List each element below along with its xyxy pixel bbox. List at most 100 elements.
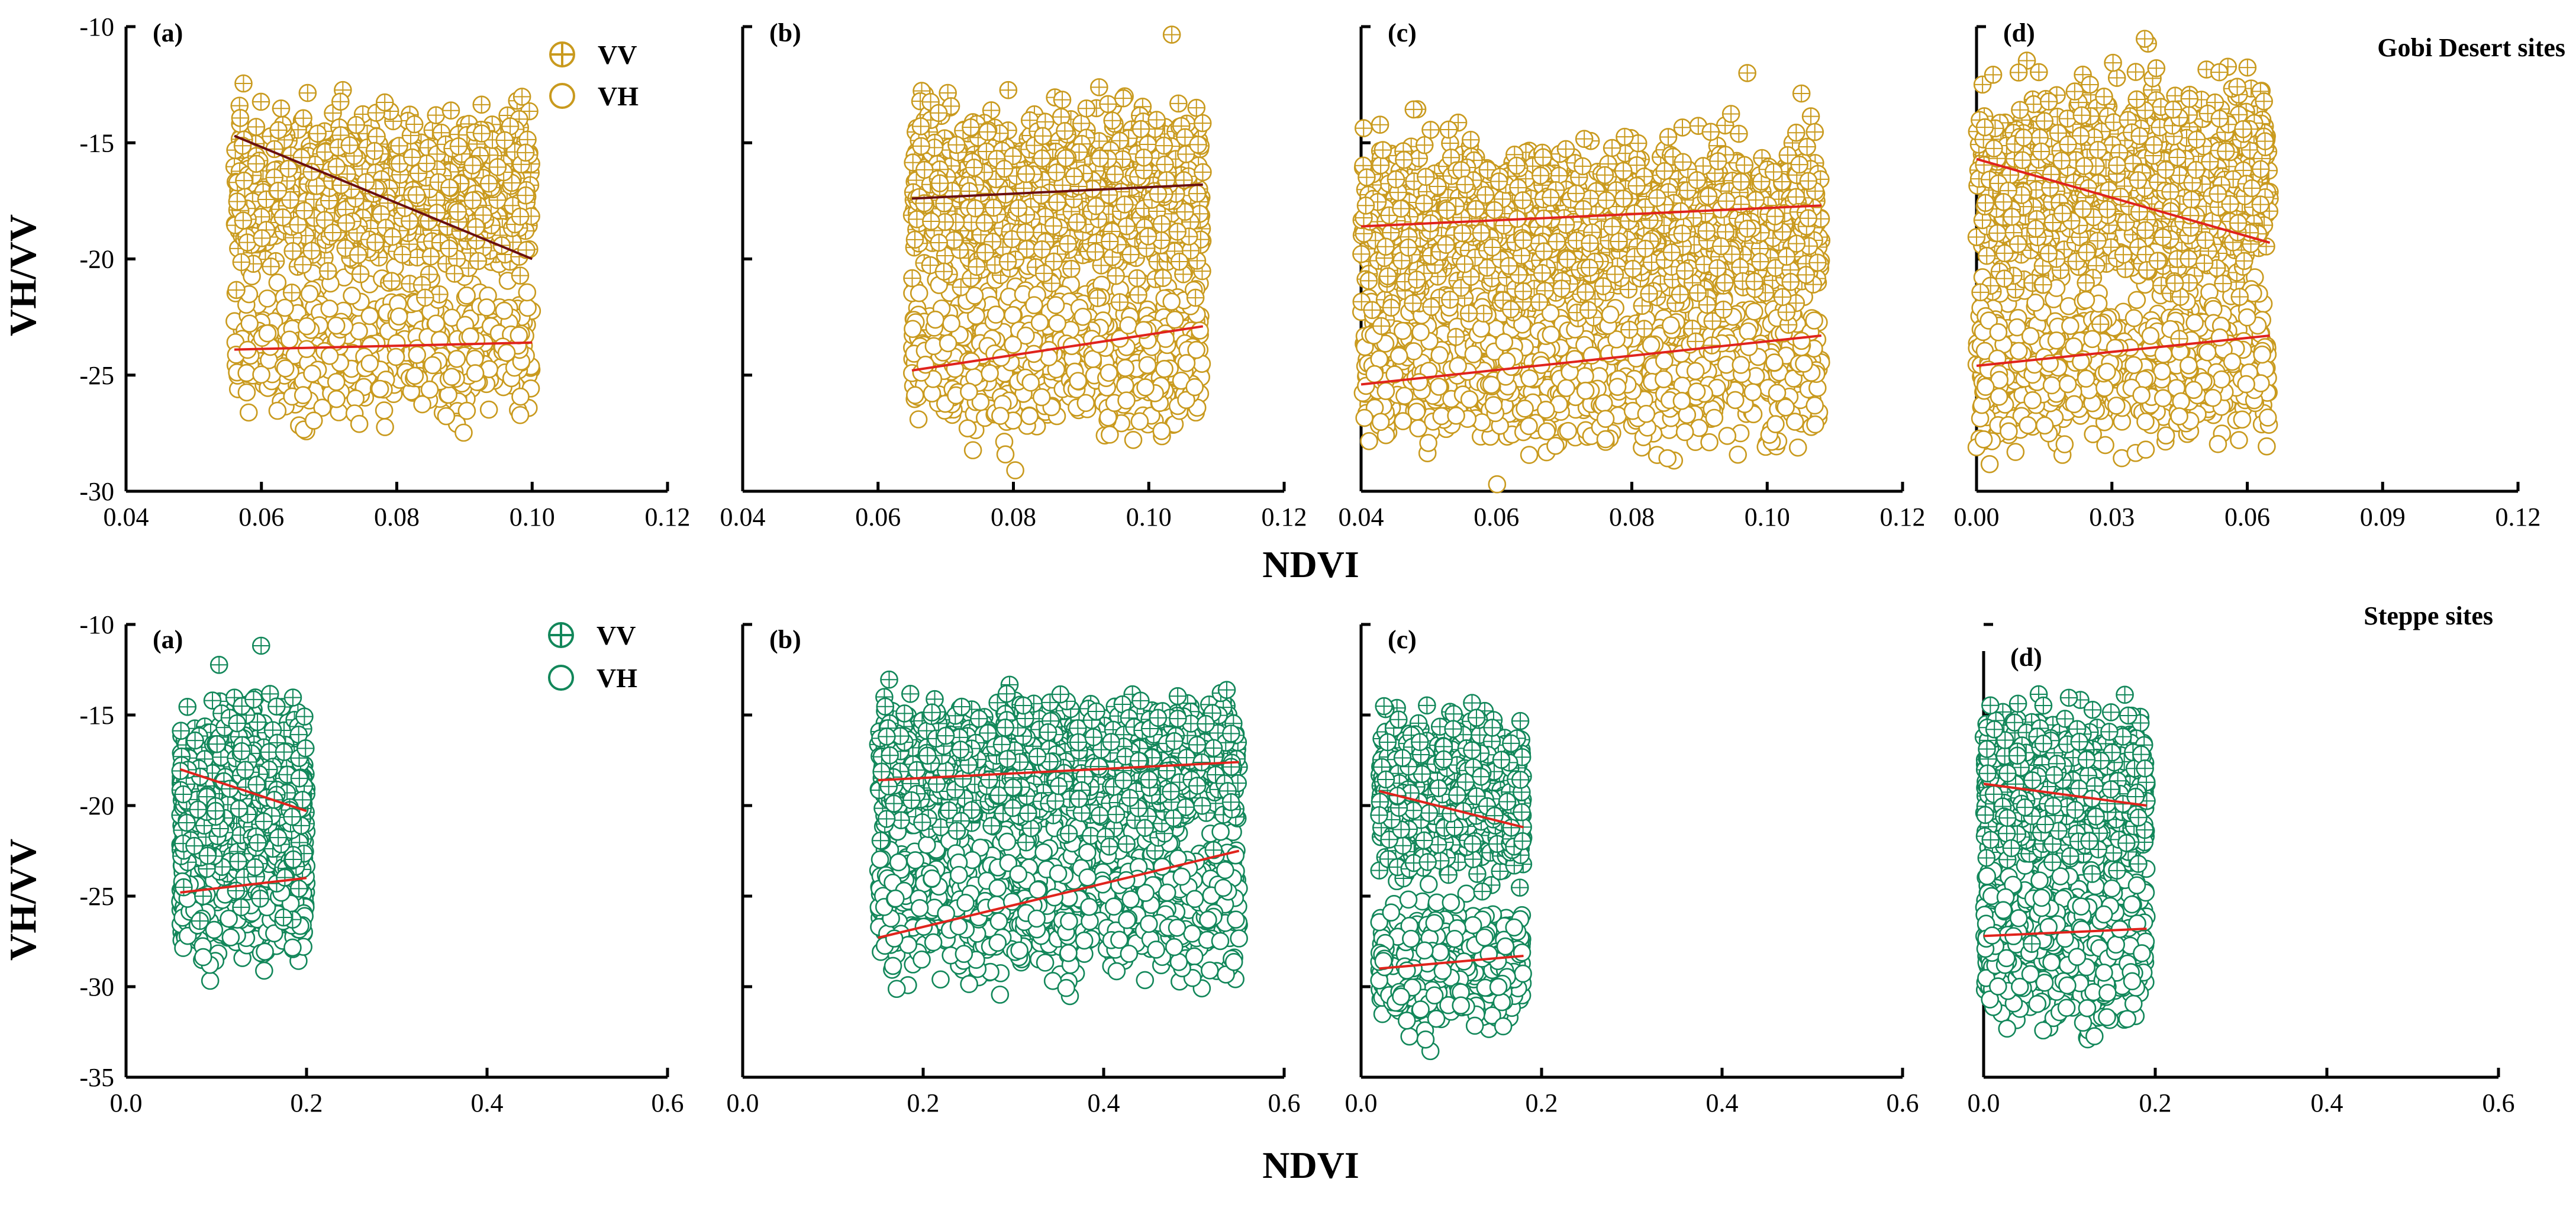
vh-point [1101, 426, 1119, 444]
vv-point [340, 136, 359, 154]
vv-point [944, 231, 963, 249]
vv-point [375, 93, 394, 112]
vh-point [1482, 375, 1501, 394]
vh-point [1718, 427, 1737, 445]
vh-point [1601, 305, 1620, 324]
vh-point [447, 350, 466, 368]
vh-point [303, 365, 321, 383]
vv-point [1110, 293, 1129, 311]
vh-point [437, 407, 456, 426]
vv-point [1032, 186, 1050, 205]
vv-point [282, 284, 301, 302]
vv-point [247, 154, 266, 173]
vv-point [1107, 266, 1125, 285]
vv-point [975, 214, 994, 232]
vv-point [1033, 240, 1052, 259]
vv-point [469, 252, 488, 270]
vv-point [1044, 217, 1063, 236]
vh-point [1766, 415, 1785, 433]
vh-point [1076, 394, 1095, 413]
vh-point [346, 389, 365, 408]
vh-point [1792, 331, 1811, 350]
vh-point [497, 343, 516, 362]
vv-point [393, 245, 412, 264]
vv-point [516, 143, 535, 162]
vh-point [1739, 322, 1758, 341]
vv-point [1152, 215, 1171, 233]
vh-point [1658, 449, 1677, 468]
vh-point [1785, 413, 1804, 431]
vv-point [421, 247, 440, 266]
vv-point [479, 174, 498, 193]
y-tick-label: -30 [79, 477, 114, 506]
vh-point [1138, 356, 1157, 375]
vv-point [365, 141, 384, 160]
vv-point [227, 281, 246, 299]
series-vh [225, 241, 541, 442]
vh-point [1419, 434, 1437, 452]
vv-point [1017, 165, 1036, 183]
vh-point [1488, 475, 1507, 494]
vh-point [1768, 384, 1787, 402]
vv-point [1062, 259, 1081, 278]
vh-point [1187, 340, 1205, 359]
vv-point [922, 212, 940, 231]
vh-point [1355, 408, 1374, 427]
vh-point [963, 441, 982, 459]
vh-point [1460, 390, 1479, 409]
vh-point [518, 298, 537, 317]
vv-point [1068, 213, 1087, 231]
vv-point [1088, 289, 1107, 307]
vh-point [981, 364, 999, 382]
vv-point [327, 157, 346, 176]
vv-point [1033, 149, 1052, 168]
vh-point [1655, 370, 1673, 388]
vv-point [905, 230, 924, 249]
vh-point [457, 286, 476, 305]
vh-point [427, 314, 446, 333]
vv-point [337, 214, 356, 233]
vv-point [416, 288, 434, 307]
x-tick-label: 0.04 [104, 503, 149, 532]
vh-point [909, 410, 928, 429]
vh-point [1166, 310, 1184, 329]
vv-point [495, 131, 514, 150]
vv-point [1114, 89, 1133, 108]
vh-point [1484, 396, 1503, 414]
vh-point [1365, 365, 1384, 384]
vv-point [1121, 245, 1140, 264]
x-tick-label: 0.10 [1126, 503, 1172, 532]
vv-point [1139, 227, 1158, 246]
vh-point [304, 411, 323, 430]
vh-point [1795, 355, 1813, 373]
vv-point [472, 124, 491, 143]
vh-point [276, 359, 295, 378]
vh-point [1726, 391, 1745, 410]
vh-point [300, 285, 319, 303]
vh-point [258, 324, 277, 343]
vv-point [512, 88, 531, 106]
x-tick-label: 0.08 [1609, 503, 1655, 532]
vv-point [449, 202, 468, 221]
vh-point [1030, 313, 1049, 332]
vh-point [1116, 376, 1134, 395]
vh-point [1700, 433, 1719, 452]
vh-point [1516, 400, 1534, 418]
vh-point [495, 301, 514, 320]
vv-point [294, 255, 312, 274]
x-tick-label: 0.06 [855, 503, 901, 532]
vh-point [386, 347, 405, 366]
vh-point [1046, 296, 1065, 314]
vv-point [1187, 98, 1206, 117]
vv-point [1056, 149, 1075, 168]
vh-point [511, 405, 530, 424]
vh-point [996, 445, 1015, 463]
vv-point [295, 201, 314, 220]
vh-point [1596, 410, 1615, 428]
x-tick-label: 0.08 [991, 503, 1036, 532]
vh-point [1048, 314, 1066, 333]
vh-point [1637, 404, 1656, 423]
vv-point [366, 233, 385, 252]
vv-point [1034, 264, 1053, 283]
vh-point [1565, 350, 1584, 368]
